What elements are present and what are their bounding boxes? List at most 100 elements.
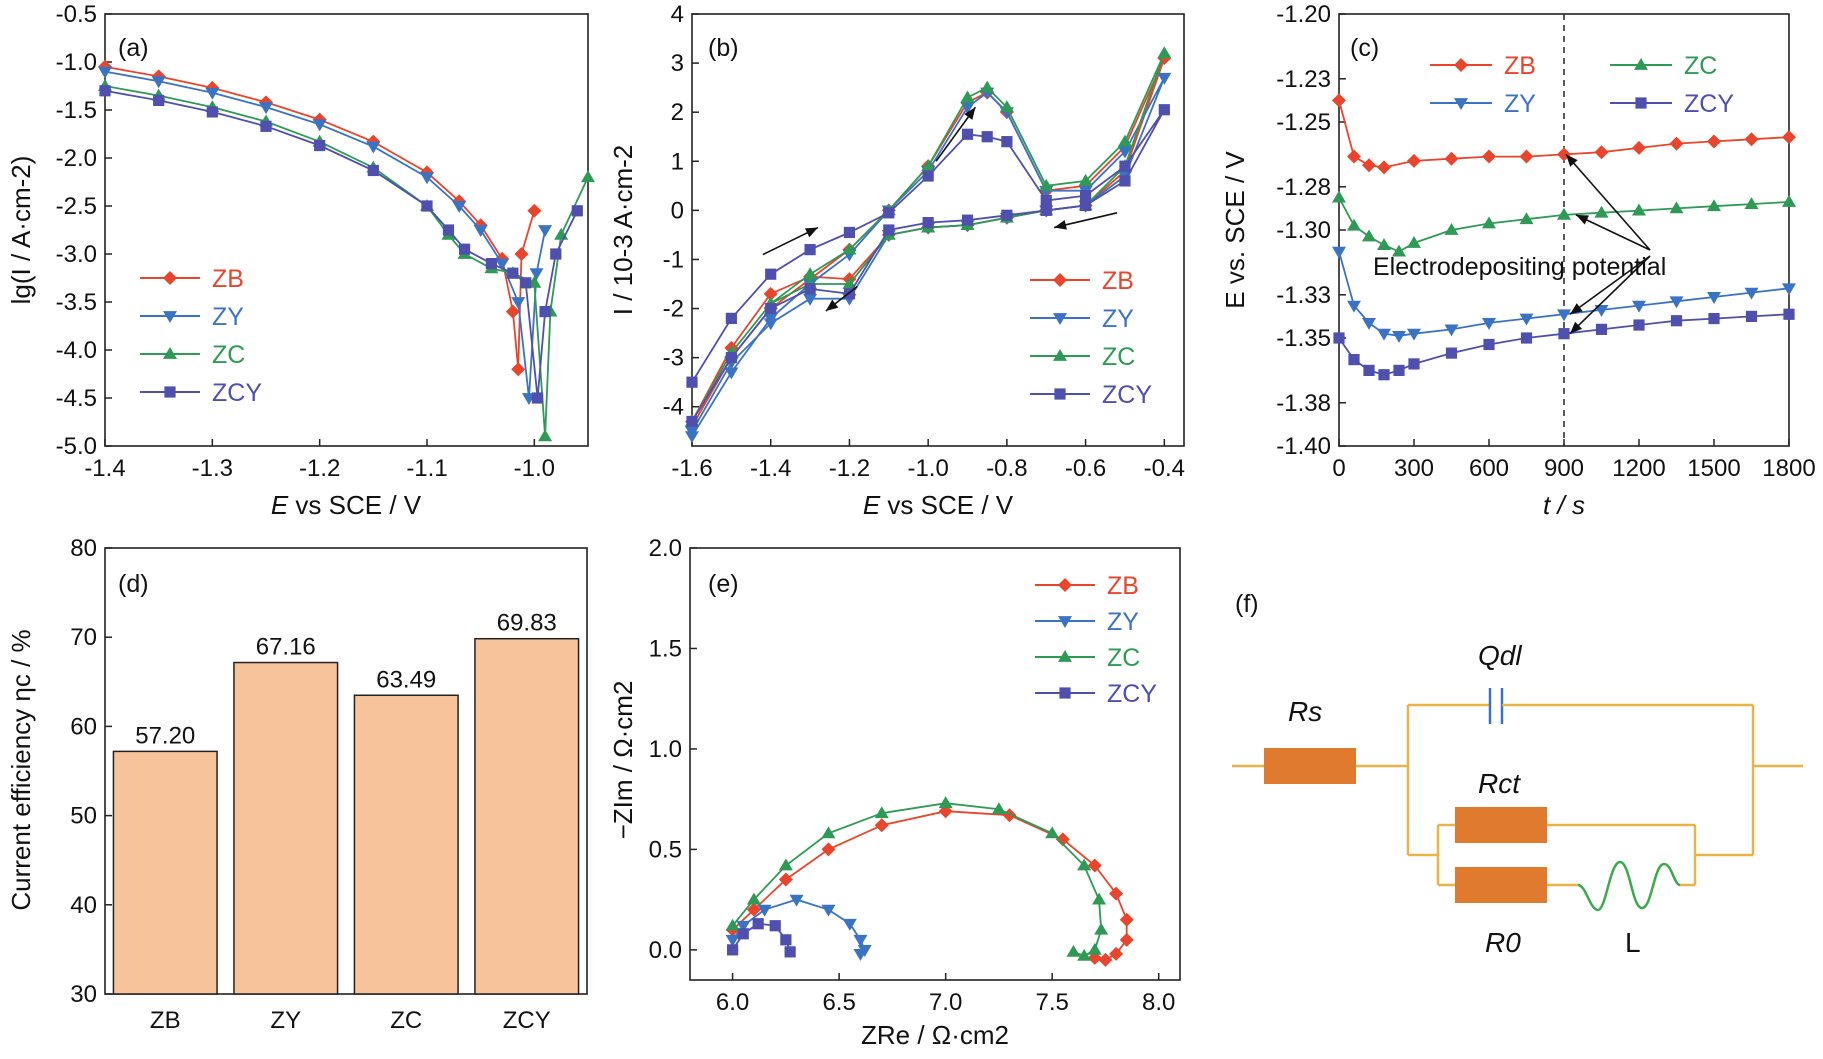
data-point-zcy <box>843 288 856 300</box>
data-point-zcy <box>367 164 379 177</box>
panel-c-ylabel: E vs. SCE / V <box>1220 151 1250 309</box>
data-point-zb <box>1632 140 1646 155</box>
data-point-zcy <box>1001 136 1013 148</box>
data-point-zcy <box>421 200 433 212</box>
x-category-label: ZCY <box>503 1007 551 1034</box>
data-point-zb <box>1782 130 1796 145</box>
resistor-rct <box>1455 807 1547 843</box>
data-point-zcy <box>1378 369 1390 381</box>
data-point-zcy <box>981 131 993 143</box>
y-tick-label: -4.5 <box>56 385 97 412</box>
y-tick-label: 1.5 <box>649 635 682 662</box>
data-point-zcy <box>1348 354 1360 366</box>
data-point-zc <box>1066 944 1081 957</box>
data-point-zb <box>1332 93 1346 108</box>
panel-a-ylabel: lg(I / A·cm-2) <box>6 156 36 305</box>
y-tick-label: 4 <box>671 1 684 28</box>
data-point-zb <box>514 247 529 261</box>
data-point-zb <box>821 842 836 857</box>
data-point-zy <box>1519 313 1534 326</box>
data-point-zc <box>842 277 857 289</box>
data-point-zc <box>1557 207 1571 220</box>
legend-marker-zcy <box>164 386 176 398</box>
bar-zcy <box>474 637 580 995</box>
legend-label-zb: ZB <box>1102 267 1134 295</box>
label-rs: Rs <box>1288 696 1322 727</box>
panel-e-xlabel: ZRe / Ω·cm2 <box>861 1020 1009 1050</box>
data-point-zy <box>205 87 220 100</box>
data-point-zb <box>1482 149 1496 164</box>
x-tick-label: 1500 <box>1687 455 1740 482</box>
data-point-zy <box>1444 324 1459 337</box>
x-tick-label: 7.0 <box>929 989 962 1016</box>
panel-e-ticks: 6.0 6.5 7.0 7.5 8.0 0.0 0.5 1.0 1.5 2.0 <box>649 535 1176 1016</box>
data-point-zcy <box>727 944 739 956</box>
data-point-zy <box>853 948 868 961</box>
data-point-zcy <box>531 392 544 404</box>
data-point-zy <box>725 934 740 947</box>
data-point-zb <box>1109 886 1124 901</box>
series-line-zb <box>691 57 1166 427</box>
data-point-zc <box>1392 244 1406 257</box>
panel-a-frame <box>104 13 589 447</box>
y-tick-label: -3 <box>663 345 684 372</box>
x-tick-label: 0 <box>1332 455 1345 482</box>
data-point-zcy <box>686 376 698 388</box>
data-point-zy <box>1117 146 1132 159</box>
legend-marker-zb <box>1454 58 1468 72</box>
data-point-zb <box>1669 136 1684 151</box>
data-point-zy <box>1347 300 1361 313</box>
data-point-zcy <box>1520 332 1533 344</box>
legend-label-zy: ZY <box>1102 305 1134 333</box>
data-point-zcy <box>780 934 792 946</box>
data-point-zc <box>1045 826 1060 839</box>
data-point-zy <box>757 904 772 917</box>
y-tick-label: -4 <box>663 394 684 421</box>
data-point-zb <box>527 203 542 218</box>
series-line-zcy <box>104 89 579 399</box>
x-tick-label: -1.0 <box>907 455 948 482</box>
data-point-zb <box>505 304 520 319</box>
data-point-zcy <box>769 920 781 932</box>
data-point-zy <box>842 918 857 931</box>
annotation-arrow-zy <box>1569 255 1651 315</box>
legend-label-zc: ZC <box>1107 644 1140 672</box>
x-tick-label: 1800 <box>1762 455 1815 482</box>
data-point-zcy <box>1670 315 1683 327</box>
label-qdl: Qdl <box>1478 640 1522 671</box>
data-point-zcy <box>314 139 326 152</box>
label-r0-text: R0 <box>1485 927 1521 958</box>
data-point-zcy <box>1633 319 1645 331</box>
annotation-arrow-zc-head <box>1576 214 1589 225</box>
data-point-zcy <box>752 918 764 930</box>
y-tick-label: -1.30 <box>1276 217 1331 244</box>
x-tick-label: -1.6 <box>671 455 712 482</box>
y-tick-label: -1.23 <box>1276 66 1331 93</box>
y-tick-label: 3 <box>671 50 684 77</box>
panel-a-legend: ZB ZY ZC ZCY <box>140 265 262 407</box>
data-point-zy <box>1669 296 1684 309</box>
data-point-zy <box>1377 328 1391 341</box>
data-point-zcy <box>1708 312 1720 325</box>
x-category-label: ZC <box>390 1007 422 1034</box>
data-point-zc <box>1077 858 1092 871</box>
panel-c: 0 300 600 900 1200 1500 1800 -1.40 -1.38 -1.35 -1.… <box>1220 1 1816 520</box>
data-point-zb <box>1444 151 1459 166</box>
x-tick-label: -1.4 <box>84 455 125 482</box>
legend-marker-zb <box>1058 578 1072 592</box>
label-r0: R0 <box>1485 927 1521 958</box>
data-point-zb <box>1407 153 1421 168</box>
data-point-zc <box>1444 223 1459 235</box>
panel-e-frame <box>689 547 1181 981</box>
data-point-zb <box>778 872 793 887</box>
series-line-zc <box>1338 197 1790 253</box>
data-point-zy <box>763 318 778 331</box>
data-point-zc <box>1669 201 1684 214</box>
panel-a-xlabel-e: E <box>271 490 289 520</box>
panel-e-label: (e) <box>708 570 739 598</box>
label-l: L <box>1625 927 1641 958</box>
panel-c-legend: ZB ZC ZY ZCY <box>1430 52 1734 118</box>
data-point-zb <box>1109 946 1124 961</box>
data-point-zcy <box>507 267 519 279</box>
y-tick-label: 40 <box>70 892 97 919</box>
